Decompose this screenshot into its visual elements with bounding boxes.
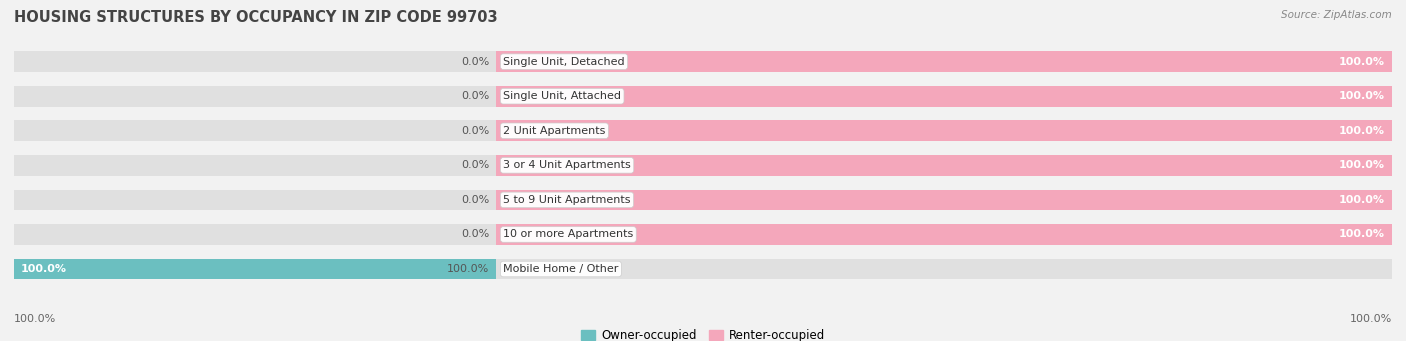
- Text: 100.0%: 100.0%: [447, 264, 489, 274]
- Text: 100.0%: 100.0%: [1339, 126, 1385, 136]
- Text: 0.0%: 0.0%: [461, 160, 489, 170]
- Text: HOUSING STRUCTURES BY OCCUPANCY IN ZIP CODE 99703: HOUSING STRUCTURES BY OCCUPANCY IN ZIP C…: [14, 10, 498, 25]
- Text: Source: ZipAtlas.com: Source: ZipAtlas.com: [1281, 10, 1392, 20]
- Bar: [14, 259, 496, 279]
- Bar: [496, 155, 1392, 176]
- Text: 100.0%: 100.0%: [1339, 160, 1385, 170]
- Text: 5 to 9 Unit Apartments: 5 to 9 Unit Apartments: [503, 195, 631, 205]
- Text: 0.0%: 0.0%: [461, 126, 489, 136]
- Legend: Owner-occupied, Renter-occupied: Owner-occupied, Renter-occupied: [576, 325, 830, 341]
- Text: Mobile Home / Other: Mobile Home / Other: [503, 264, 619, 274]
- Text: 0.0%: 0.0%: [461, 91, 489, 101]
- Bar: [14, 86, 1392, 107]
- Bar: [14, 51, 1392, 72]
- Bar: [496, 120, 1392, 141]
- Text: 100.0%: 100.0%: [1350, 314, 1392, 324]
- Text: 0.0%: 0.0%: [461, 195, 489, 205]
- Text: 2 Unit Apartments: 2 Unit Apartments: [503, 126, 606, 136]
- Text: 100.0%: 100.0%: [1339, 195, 1385, 205]
- Text: 100.0%: 100.0%: [14, 314, 56, 324]
- Text: Single Unit, Detached: Single Unit, Detached: [503, 57, 624, 66]
- Bar: [496, 51, 1392, 72]
- Text: 0.0%: 0.0%: [461, 57, 489, 66]
- Text: Single Unit, Attached: Single Unit, Attached: [503, 91, 621, 101]
- Text: 3 or 4 Unit Apartments: 3 or 4 Unit Apartments: [503, 160, 631, 170]
- Text: 100.0%: 100.0%: [1339, 91, 1385, 101]
- Bar: [14, 155, 1392, 176]
- Bar: [14, 224, 1392, 245]
- Bar: [14, 120, 1392, 141]
- Text: 100.0%: 100.0%: [1339, 229, 1385, 239]
- Bar: [14, 259, 1392, 279]
- Bar: [496, 86, 1392, 107]
- Text: 100.0%: 100.0%: [21, 264, 67, 274]
- Bar: [14, 190, 1392, 210]
- Bar: [496, 224, 1392, 245]
- Text: 0.0%: 0.0%: [461, 229, 489, 239]
- Text: 10 or more Apartments: 10 or more Apartments: [503, 229, 634, 239]
- Text: 100.0%: 100.0%: [1339, 57, 1385, 66]
- Bar: [496, 190, 1392, 210]
